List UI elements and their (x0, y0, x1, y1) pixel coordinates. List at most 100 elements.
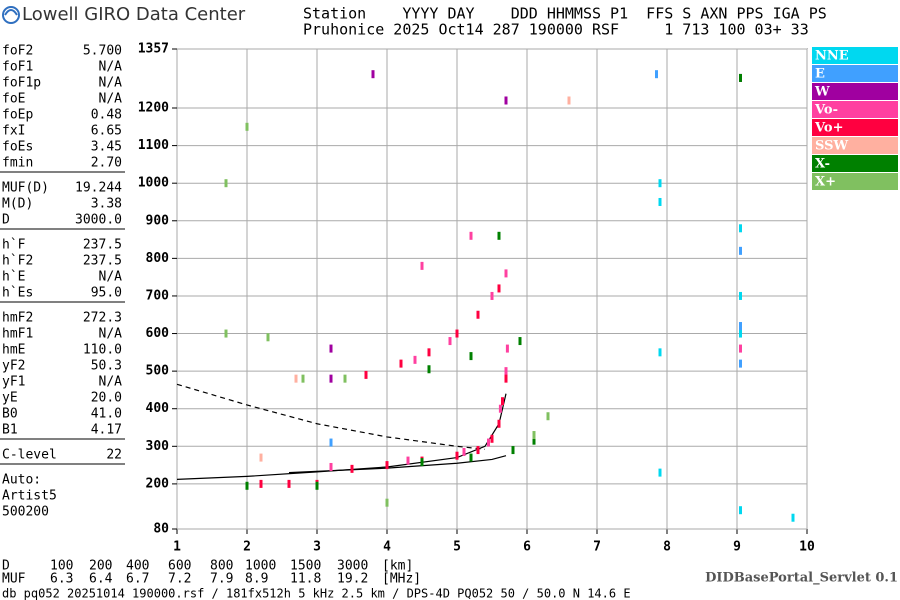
param-value: N/A (99, 375, 123, 390)
param-value: N/A (99, 60, 123, 75)
y-tick-label: 800 (146, 251, 170, 266)
x-tick-label: 6 (523, 540, 531, 555)
param-value: N/A (99, 327, 123, 342)
echo-point (343, 374, 347, 383)
echo-point (739, 359, 742, 368)
x-tick-label: 9 (733, 540, 741, 555)
x-tick-label: 7 (593, 540, 601, 555)
legend-label: X- (815, 157, 830, 172)
param-name: yF2 (2, 359, 25, 374)
legend-swatch (812, 155, 898, 172)
legend-label: E (815, 67, 825, 82)
param-value: N/A (99, 92, 123, 107)
param-name: yF1 (2, 375, 25, 390)
param-value: 3000.0 (75, 213, 122, 228)
param-value: 95.0 (91, 286, 122, 301)
echo-point (399, 359, 403, 368)
y-tick-label: 200 (146, 476, 170, 491)
echo-point (476, 310, 480, 319)
y-tick-label: 700 (146, 288, 170, 303)
echo-point (420, 261, 424, 270)
param-name: yE (2, 391, 18, 406)
param-value: 3.38 (91, 197, 122, 212)
legend-label: W (814, 85, 830, 100)
footer-cell: 1000 (245, 559, 276, 574)
footer-cell: 6.4 (89, 572, 113, 587)
echo-point (224, 329, 228, 338)
echo-point (413, 355, 417, 364)
param-value: 237.5 (83, 254, 122, 269)
echo-point (385, 498, 389, 507)
param-value: 237.5 (83, 238, 122, 253)
echo-point (546, 412, 550, 421)
legend-swatch (812, 65, 898, 82)
echo-point (427, 365, 431, 374)
echo-point (315, 481, 319, 490)
echo-point (487, 438, 490, 447)
param-value: 20.0 (91, 391, 122, 406)
footer-cell: 100 (50, 559, 73, 574)
logo (2, 6, 20, 24)
echo-point (266, 333, 270, 342)
y-tick-label: 1000 (138, 176, 169, 191)
x-tick-label: 2 (243, 540, 251, 555)
footer-cell: 6.3 (50, 572, 73, 587)
param-name: D (2, 213, 10, 228)
x-tick-label: 8 (663, 540, 671, 555)
echo-point (532, 431, 536, 440)
echo-point (476, 446, 480, 455)
y-tick-label: 900 (146, 213, 170, 228)
footer-cell: 3000 (337, 559, 368, 574)
x-tick-label: 3 (313, 540, 321, 555)
footer-cell: 7.2 (168, 572, 191, 587)
param-name: foF1p (2, 76, 41, 91)
param-value: 2.70 (91, 156, 122, 171)
header-line: Station YYYY DAY DDD HHMMSS P1 FFS S AXN… (303, 5, 827, 23)
param-value: 4.17 (91, 423, 122, 438)
echo-point (259, 479, 263, 488)
legend-swatch (812, 173, 898, 190)
param-value: 50.3 (91, 359, 122, 374)
param-name: h`Es (2, 286, 33, 301)
param-value: 6.65 (91, 124, 122, 139)
legend-swatch (812, 119, 898, 136)
param-name: M(D) (2, 197, 33, 212)
param-name: foE (2, 92, 25, 107)
param-name: fxI (2, 124, 25, 139)
echo-point (739, 344, 742, 353)
param-name: hmE (2, 343, 25, 358)
echo-point (469, 352, 473, 361)
echo-point (462, 447, 466, 456)
footer-cell: [km] (382, 559, 413, 574)
echo-point (427, 348, 431, 357)
echo-point (371, 70, 375, 79)
footer-cell: 6.7 (126, 572, 149, 587)
echo-point (658, 468, 662, 477)
footer-cell: 800 (210, 559, 233, 574)
param-name: hmF2 (2, 311, 33, 326)
echo-point (504, 367, 508, 376)
echo-point (658, 348, 662, 357)
site-title: Lowell GIRO Data Center (22, 4, 246, 25)
param-name: C-level (2, 448, 57, 463)
echo-point (329, 438, 333, 447)
param-value: 22 (106, 448, 122, 463)
param-value: N/A (99, 76, 123, 91)
auto-line: 500200 (2, 505, 49, 520)
profile-curve (288, 455, 507, 474)
info-line: db pq052 20251014 190000.rsf / 181fx512h… (2, 587, 631, 600)
y-tick-label: 600 (146, 326, 170, 341)
param-value: 5.700 (83, 44, 122, 59)
param-name: fmin (2, 156, 33, 171)
footer-cell: 200 (89, 559, 112, 574)
x-tick-label: 5 (453, 540, 461, 555)
echo-point (490, 434, 494, 443)
auto-line: Auto: (2, 473, 41, 488)
echo-point (739, 291, 742, 300)
param-name: hmF1 (2, 327, 33, 342)
echo-point (518, 337, 522, 346)
param-name: foF1 (2, 60, 33, 75)
echo-point (739, 322, 742, 331)
echo-point (329, 344, 333, 353)
